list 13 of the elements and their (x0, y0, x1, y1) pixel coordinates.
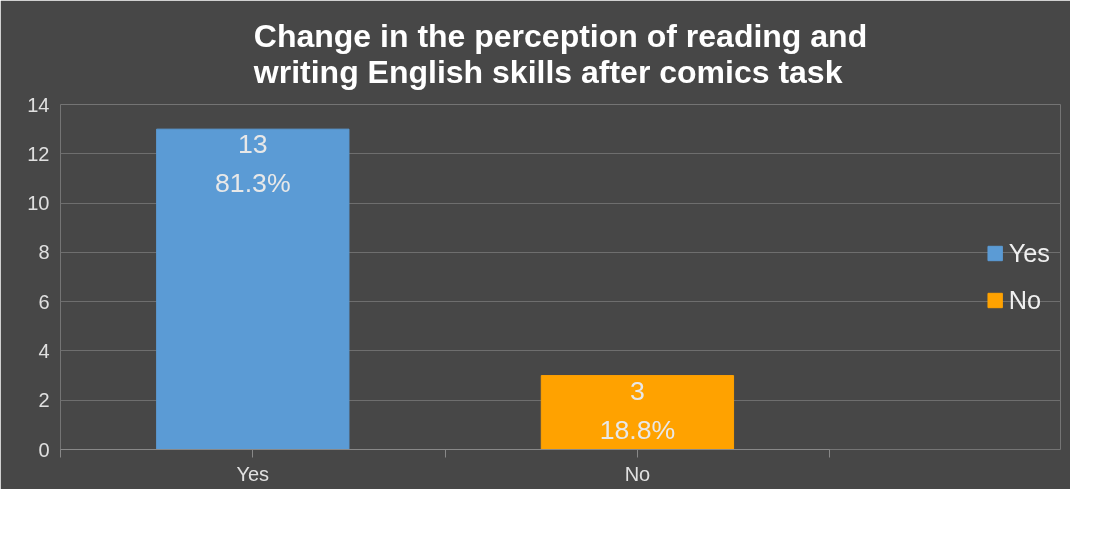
y-tick-label: 14 (27, 93, 50, 116)
data-label: 13 81.3% (215, 129, 291, 199)
legend-label: No (1008, 285, 1042, 315)
chart-title: Change in the perception of reading and writing English skills after comics task (252, 17, 868, 90)
y-tick-label: 12 (27, 142, 50, 165)
y-tick-label: 4 (38, 339, 50, 362)
data-label: 3 18.8% (599, 375, 676, 445)
y-tick-label: 8 (38, 241, 50, 264)
y-tick-label: 10 (27, 192, 50, 215)
y-tick-label: 6 (38, 290, 50, 313)
y-tick-label: 2 (38, 389, 50, 412)
y-tick-label: 0 (38, 438, 50, 461)
legend-label: Yes (1008, 238, 1050, 268)
